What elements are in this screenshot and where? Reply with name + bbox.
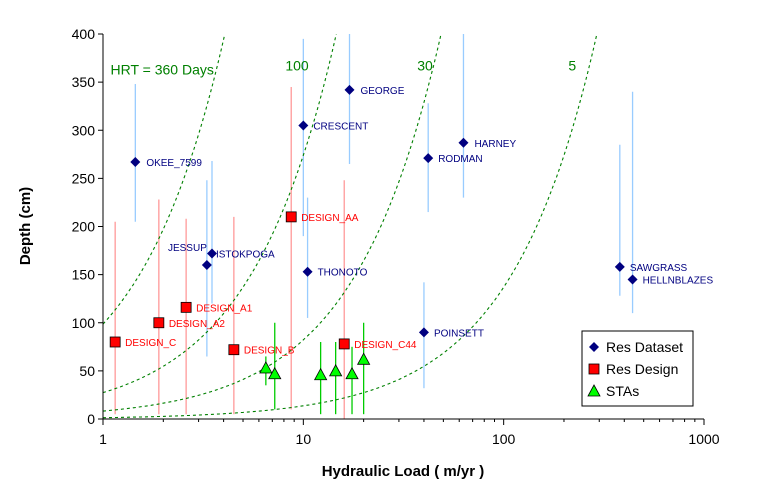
point-label: SAWGRASS: [630, 263, 688, 274]
data-point: [268, 366, 282, 380]
point-label: DESIGN_A1: [196, 303, 253, 314]
data-point: [458, 137, 469, 148]
point-label: THONOTO: [318, 268, 368, 279]
point-label: HARNEY: [474, 139, 516, 150]
point-label: CRESCENT: [313, 121, 368, 132]
x-tick-label: 100: [492, 431, 516, 447]
hrt-curve-label: 30: [417, 58, 433, 74]
y-axis-label: Depth (cm): [17, 187, 34, 265]
data-point: [109, 336, 121, 348]
hrt-curve: [103, 34, 226, 325]
range-bars: [114, 34, 634, 419]
data-point: [206, 248, 217, 259]
data-point: [418, 327, 429, 338]
data-point: [259, 361, 273, 374]
data-point: [614, 261, 625, 272]
point-label: JESSUP: [168, 243, 207, 254]
data-point: [285, 211, 297, 223]
point-label: DESIGN_A2: [169, 319, 226, 330]
data-point: [345, 366, 359, 380]
y-tick-label: 0: [87, 411, 95, 427]
x-tick-label: 1000: [688, 431, 719, 447]
data-point: [344, 84, 355, 95]
data-point: [313, 367, 328, 381]
point-label: DESIGN_C44: [354, 340, 417, 351]
hrt-curve-label: 5: [568, 58, 576, 74]
hrt-curve-label: 100: [285, 58, 309, 74]
x-axis-label: Hydraulic Load ( m/yr ): [322, 463, 485, 480]
data-point: [328, 364, 343, 377]
hrt-curve: [103, 34, 337, 394]
point-label: ISTOKPOGA: [216, 249, 275, 260]
point-label: POINSETT: [434, 328, 484, 339]
point-label: GEORGE: [360, 86, 404, 97]
legend: Res Dataset Res Design STAs: [581, 330, 694, 407]
y-tick-label: 350: [72, 74, 96, 90]
legend-marker: [589, 342, 599, 352]
y-tick-label: 100: [72, 315, 96, 331]
point-labels: HRT = 360 Days 100 30 5 OKEE_7599 GEORGE CRESC…: [110, 58, 713, 357]
point-label: DESIGN_B: [244, 346, 295, 357]
y-tick-label: 50: [79, 363, 95, 379]
legend-label: Res Dataset: [606, 339, 683, 355]
data-point: [130, 157, 141, 168]
data-point: [338, 338, 350, 350]
data-point: [298, 120, 309, 131]
point-label: HELLNBLAZES: [643, 275, 714, 286]
x-tick-label: 1: [99, 431, 107, 447]
data-point: [153, 317, 165, 329]
x-tick-label: 10: [296, 431, 312, 447]
data-points: [109, 84, 638, 381]
hrt-curves: [103, 34, 598, 419]
data-point: [228, 344, 240, 356]
y-tick-label: 300: [72, 122, 96, 138]
y-tick-label: 150: [72, 267, 96, 283]
data-point: [627, 274, 638, 285]
point-label: DESIGN_C: [125, 338, 176, 349]
axes: 0 50 100 150 200 250 300 350 400 1 10 100 1000: [72, 26, 720, 447]
data-point: [423, 153, 434, 164]
legend-marker: [587, 384, 601, 397]
y-tick-label: 200: [72, 219, 96, 235]
y-tick-label: 400: [72, 26, 96, 42]
y-tick-label: 250: [72, 170, 96, 186]
point-label: DESIGN_AA: [301, 213, 359, 224]
hrt-curve-label: HRT = 360 Days: [110, 61, 213, 77]
data-point: [302, 266, 313, 277]
legend-label: Res Design: [606, 361, 678, 377]
legend-marker: [588, 363, 600, 375]
point-label: OKEE_7599: [146, 158, 202, 169]
legend-box: [581, 330, 694, 407]
data-point: [356, 352, 371, 365]
data-point: [180, 301, 192, 313]
data-point: [201, 260, 212, 270]
legend-label: STAs: [606, 383, 639, 399]
point-label: RODMAN: [438, 154, 482, 165]
